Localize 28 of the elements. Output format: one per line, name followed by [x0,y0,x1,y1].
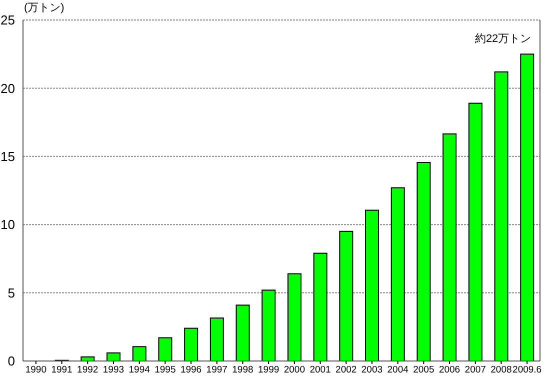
x-tick-label: 1995 [154,364,176,376]
y-tick-label: 0 [8,354,15,369]
x-tick-label: 2004 [387,364,408,376]
y-tick-label: 5 [8,285,15,300]
x-tick-label: 1999 [258,364,280,376]
x-tick-label: 2009.6 [512,364,542,376]
annotation: 約22万トン [474,33,532,46]
x-tick-label: 1998 [232,364,254,376]
x-tick-label: 1997 [206,364,228,376]
x-tick-label: 2005 [413,364,434,376]
x-tick-label: 2008 [490,364,512,376]
x-tick-label: 2007 [464,364,486,376]
x-tick-label: 2002 [336,364,357,376]
x-tick-label: 1990 [25,364,46,376]
x-tick-label: 2000 [284,364,305,376]
x-tick-label: 1996 [180,364,202,376]
x-tick-label: 1991 [51,364,72,376]
x-tick-label: 2001 [310,364,331,376]
x-tick-label: 1993 [102,364,124,376]
y-axis-title: (万トン) [24,2,64,14]
x-tick-label: 1992 [77,364,98,376]
x-tick-label: 2003 [361,364,383,376]
y-tick-label: 15 [0,149,15,164]
y-tick-label: 10 [0,217,15,232]
x-tick-label: 2006 [438,364,460,376]
y-tick-label: 25 [0,12,15,28]
x-tick-label: 1994 [128,364,150,376]
y-tick-label: 20 [0,80,15,96]
